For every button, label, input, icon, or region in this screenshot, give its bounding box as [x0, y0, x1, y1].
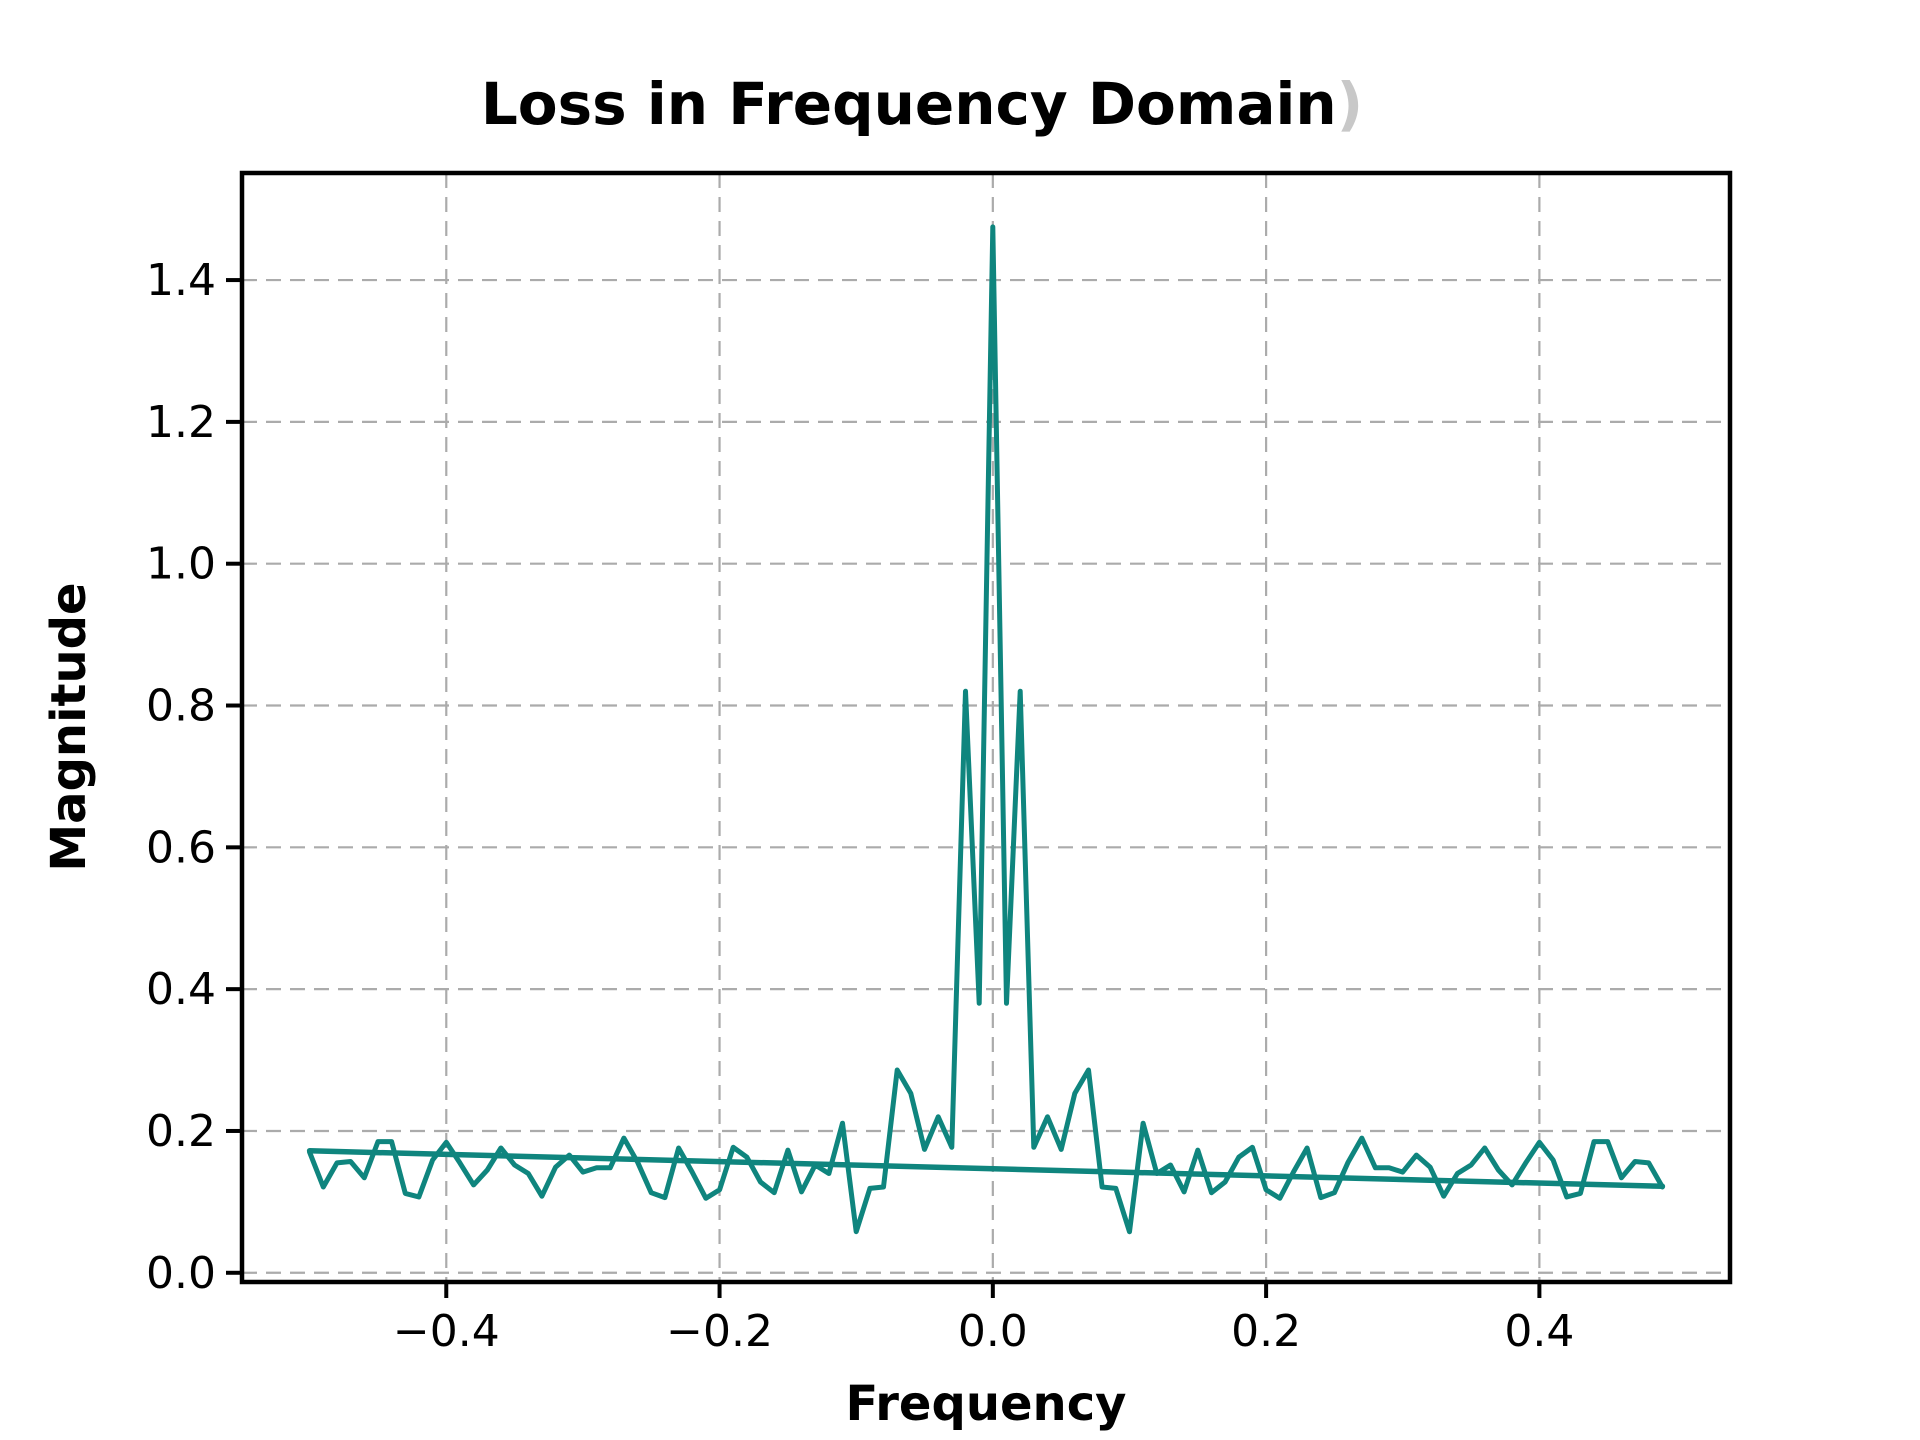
y-tick-label: 1.4: [146, 255, 216, 306]
axis-ticks: [226, 278, 1542, 1298]
y-tick-label: 0.0: [146, 1248, 216, 1299]
y-axis-label: Magnitude: [41, 582, 97, 871]
y-tick-label: 1.2: [146, 397, 216, 448]
x-tick-label: 0.2: [1231, 1306, 1301, 1357]
x-tick-label: −0.2: [666, 1306, 773, 1357]
chart-title: Loss in Frequency Domain): [481, 70, 1363, 138]
plot-spines: [239, 170, 1733, 1285]
y-tick-label: 0.4: [146, 964, 216, 1015]
y-tick-label: 0.2: [146, 1106, 216, 1157]
y-tick-label: 0.6: [146, 822, 216, 873]
title-artifact-paren: ): [1337, 70, 1364, 138]
y-tick-label: 1.0: [146, 539, 216, 590]
grid: [242, 173, 1730, 1282]
x-tick-label: 0.4: [1504, 1306, 1574, 1357]
tick-labels: −0.4 −0.2 0.0 0.2 0.4 0.0 0.2 0.4 0.6 0.8 1.0 1.2 1.…: [146, 255, 1574, 1357]
chart-title-text: Loss in Frequency Domain: [481, 70, 1337, 138]
x-tick-label: 0.0: [958, 1306, 1028, 1357]
x-tick-label: −0.4: [393, 1306, 500, 1357]
y-tick-label: 0.8: [146, 681, 216, 732]
plot-border: [239, 170, 1733, 1285]
frequency-magnitude-line: [307, 224, 1665, 1235]
trend-line: [306, 1148, 1666, 1190]
series-lines: [306, 224, 1666, 1235]
x-axis-label: Frequency: [846, 1376, 1127, 1432]
